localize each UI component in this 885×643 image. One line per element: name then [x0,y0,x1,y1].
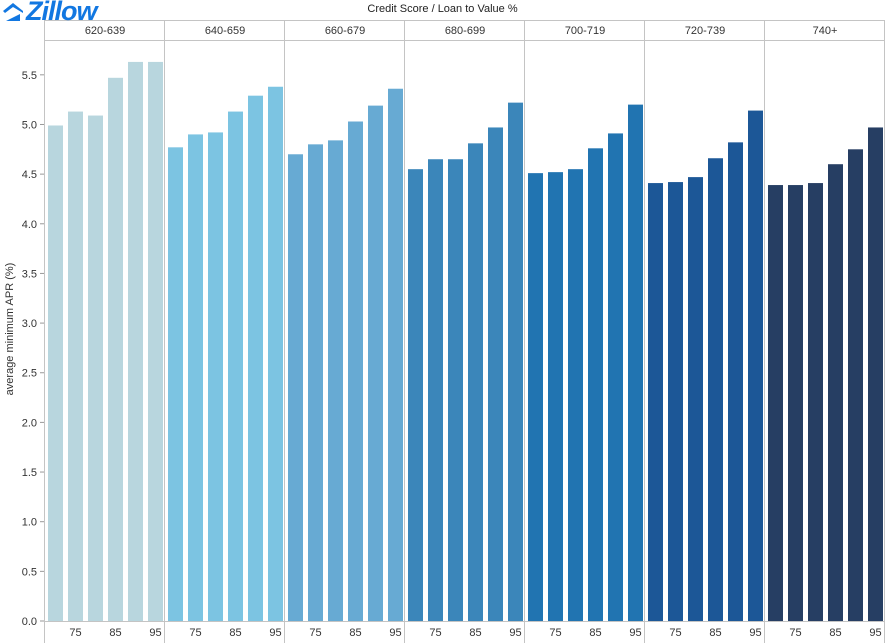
x-tick-label: 85 [469,627,481,639]
x-tick-label: 85 [589,627,601,639]
y-axis: 0.0 0.5 1.0 1.5 2.0 2.5 3.0 3.5 4.0 4.5 5.0 5.5 [22,70,44,628]
bar [208,132,223,621]
group-headers: 620-639 640-659 660-679 680-699 700-719 720-7… [85,25,838,37]
bar [128,61,143,622]
bar [48,125,63,621]
bar [548,172,563,621]
bar [248,95,263,622]
bars [48,61,883,622]
bar [748,110,763,621]
x-tick-label: 75 [429,627,441,639]
bar [268,86,283,621]
x-axis: 75 85 95 75 85 95 75 85 95 75 85 95 75 85 95 75 85 95 75 85… [69,627,881,639]
x-tick-label: 75 [69,627,81,639]
bar [648,183,663,622]
y-tick-label: 5.0 [22,119,37,131]
chart-title: Credit Score / Loan to Value % [367,3,518,15]
bar [168,147,183,621]
y-tick-label: 2.0 [22,417,37,429]
bar [68,111,83,621]
bar [528,173,543,621]
bar [768,185,783,622]
y-axis-label: average minimum APR (%) [4,263,16,396]
x-tick-label: 75 [789,627,801,639]
y-tick-label: 1.5 [22,467,37,479]
bar [588,148,603,621]
x-tick-label: 85 [709,627,721,639]
bar [868,127,883,621]
bar [88,115,103,622]
y-tick-label: 2.5 [22,368,37,380]
bar [808,183,823,622]
y-tick-label: 4.5 [22,169,37,181]
x-tick-label: 95 [869,627,881,639]
bar [468,143,483,622]
x-tick-label: 85 [349,627,361,639]
bar [228,111,243,621]
group-header-label: 700-719 [565,25,605,37]
bar [428,159,443,621]
bar [448,159,463,621]
bar [148,61,163,622]
y-tick-label: 3.0 [22,318,37,330]
bar [348,121,363,621]
bar [788,185,803,622]
zillow-house-icon [3,3,23,21]
bar [688,177,703,621]
bar [188,134,203,621]
x-tick-label: 95 [269,627,281,639]
y-tick-label: 0.0 [22,616,37,628]
group-header-label: 680-699 [445,25,485,37]
x-tick-label: 85 [109,627,121,639]
x-tick-label: 95 [389,627,401,639]
x-tick-label: 95 [509,627,521,639]
bar [288,154,303,621]
brand-name: Zillow [26,0,97,26]
bar [828,164,843,621]
group-header-label: 740+ [813,25,838,37]
bar [728,142,743,622]
bar [848,149,863,621]
bar [608,133,623,621]
bar [508,102,523,622]
x-tick-label: 75 [189,627,201,639]
x-tick-label: 85 [229,627,241,639]
y-tick-label: 4.0 [22,219,37,231]
bar [108,77,123,621]
x-tick-label: 95 [629,627,641,639]
bar [388,88,403,621]
x-tick-label: 95 [749,627,761,639]
y-tick-label: 5.5 [22,70,37,82]
bar [568,169,583,621]
y-tick-label: 0.5 [22,566,37,578]
bar [628,104,643,622]
bar [328,140,343,622]
bar [408,169,423,621]
bar [488,127,503,621]
group-header-label: 620-639 [85,25,125,37]
x-tick-label: 85 [829,627,841,639]
bar [368,105,383,622]
group-header-label: 720-739 [685,25,725,37]
x-tick-label: 75 [309,627,321,639]
group-header-label: 660-679 [325,25,365,37]
x-tick-label: 75 [669,627,681,639]
y-tick-label: 1.0 [22,517,37,529]
bar [708,158,723,621]
bar [668,182,683,622]
bar [308,144,323,622]
group-header-label: 640-659 [205,25,245,37]
x-tick-label: 95 [149,627,161,639]
x-tick-label: 75 [549,627,561,639]
zillow-logo: Zillow [0,0,120,26]
y-tick-label: 3.5 [22,268,37,280]
